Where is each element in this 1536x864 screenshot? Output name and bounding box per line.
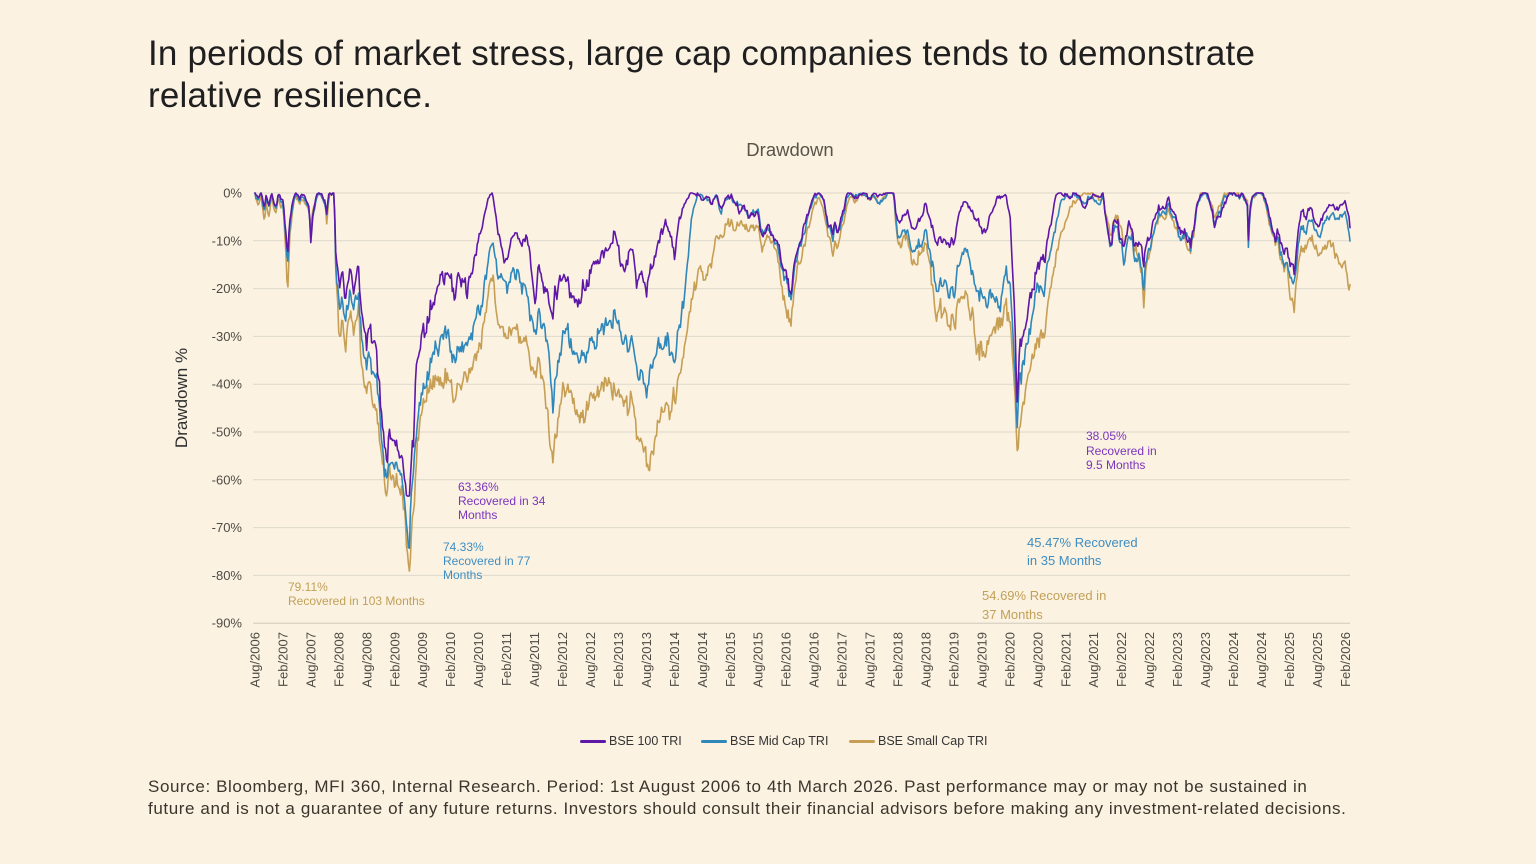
svg-text:Aug/2024: Aug/2024 [1254,632,1269,688]
svg-text:Aug/2019: Aug/2019 [974,632,989,688]
svg-text:Aug/2010: Aug/2010 [471,632,486,688]
svg-text:Feb/2013: Feb/2013 [611,632,626,687]
svg-text:Aug/2020: Aug/2020 [1030,632,1045,688]
svg-text:Feb/2022: Feb/2022 [1114,632,1129,687]
svg-text:Aug/2011: Aug/2011 [527,632,542,687]
svg-text:0%: 0% [223,186,242,201]
svg-text:Aug/2015: Aug/2015 [751,632,766,688]
svg-text:-90%: -90% [212,616,243,631]
svg-text:Aug/2022: Aug/2022 [1142,632,1157,688]
svg-text:Feb/2012: Feb/2012 [555,632,570,687]
svg-text:Feb/2015: Feb/2015 [723,632,738,687]
svg-text:Feb/2016: Feb/2016 [779,632,794,687]
svg-text:Feb/2024: Feb/2024 [1226,632,1241,687]
svg-text:Feb/2021: Feb/2021 [1058,632,1073,687]
svg-text:-60%: -60% [212,472,243,487]
svg-text:Feb/2025: Feb/2025 [1282,632,1297,687]
svg-text:Feb/2023: Feb/2023 [1170,632,1185,687]
svg-text:Aug/2017: Aug/2017 [863,632,878,688]
svg-text:-50%: -50% [212,425,243,440]
svg-text:Aug/2009: Aug/2009 [415,632,430,688]
svg-text:Aug/2014: Aug/2014 [695,632,710,688]
svg-text:Feb/2018: Feb/2018 [891,632,906,687]
svg-text:Aug/2023: Aug/2023 [1198,632,1213,688]
svg-text:Feb/2020: Feb/2020 [1002,632,1017,687]
svg-text:-40%: -40% [212,377,243,392]
svg-text:Aug/2021: Aug/2021 [1086,632,1101,688]
svg-text:Aug/2016: Aug/2016 [807,632,822,688]
svg-text:-80%: -80% [212,568,243,583]
svg-text:Feb/2014: Feb/2014 [667,632,682,687]
svg-text:Feb/2010: Feb/2010 [443,632,458,687]
svg-text:Aug/2007: Aug/2007 [303,632,318,688]
svg-text:Feb/2011: Feb/2011 [499,632,514,686]
svg-text:-10%: -10% [212,233,243,248]
svg-text:Aug/2013: Aug/2013 [639,632,654,688]
svg-text:-70%: -70% [212,520,243,535]
svg-text:Feb/2008: Feb/2008 [331,632,346,687]
svg-text:Feb/2007: Feb/2007 [276,632,291,687]
svg-text:Feb/2009: Feb/2009 [387,632,402,687]
svg-text:Aug/2025: Aug/2025 [1310,632,1325,688]
svg-text:Feb/2017: Feb/2017 [835,632,850,687]
svg-text:Feb/2026: Feb/2026 [1338,632,1353,687]
svg-text:-20%: -20% [212,281,243,296]
svg-text:Aug/2012: Aug/2012 [583,632,598,688]
svg-text:Aug/2008: Aug/2008 [359,632,374,688]
svg-text:Aug/2018: Aug/2018 [919,632,934,688]
svg-text:Feb/2019: Feb/2019 [946,632,961,687]
svg-text:Aug/2006: Aug/2006 [248,632,263,688]
svg-text:-30%: -30% [212,329,243,344]
